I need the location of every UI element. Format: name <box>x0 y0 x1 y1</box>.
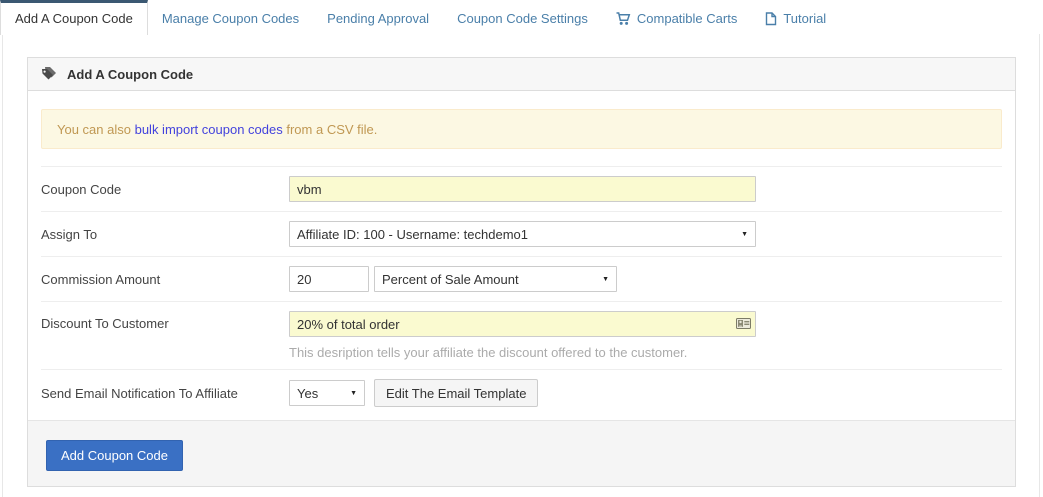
discount-input[interactable] <box>289 311 756 337</box>
commission-amount-label: Commission Amount <box>41 271 161 287</box>
coupon-tabbar: Add A Coupon Code Manage Coupon Codes Pe… <box>0 0 840 40</box>
discount-help-text: This desription tells your affiliate the… <box>289 345 688 360</box>
bulk-import-alert: You can also bulk import coupon codes fr… <box>41 109 1002 149</box>
assign-to-label: Assign To <box>41 226 98 242</box>
email-notify-label: Send Email Notification To Affiliate <box>41 385 238 401</box>
cart-icon <box>616 11 631 26</box>
commission-amount-row: Commission Amount Percent of Sale Amount… <box>41 257 1002 302</box>
commission-type-selected-value: Percent of Sale Amount <box>382 271 519 287</box>
panel-title: Add A Coupon Code <box>67 66 194 82</box>
tags-icon <box>40 65 59 83</box>
edit-email-template-button[interactable]: Edit The Email Template <box>374 379 539 407</box>
tab-tutorial[interactable]: Tutorial <box>751 0 840 37</box>
commission-type-select[interactable]: Percent of Sale Amount ▼ <box>374 266 617 292</box>
discount-row: Discount To Customer <box>41 302 1002 370</box>
tab-label: Tutorial <box>783 11 827 26</box>
alert-text-prefix: You can also <box>57 121 135 137</box>
tab-label: Manage Coupon Codes <box>161 11 300 26</box>
add-coupon-code-button[interactable]: Add Coupon Code <box>46 440 183 471</box>
chevron-down-icon: ▼ <box>741 230 748 238</box>
add-coupon-panel: Add A Coupon Code You can also bulk impo… <box>27 57 1016 487</box>
tab-label: Coupon Code Settings <box>457 11 588 26</box>
chevron-down-icon: ▼ <box>350 389 357 397</box>
assign-to-row: Assign To Affiliate ID: 100 - Username: … <box>41 212 1002 257</box>
email-notify-selected-value: Yes <box>297 385 319 401</box>
tab-manage-coupon-codes[interactable]: Manage Coupon Codes <box>148 0 313 37</box>
alert-text-suffix: from a CSV file. <box>282 121 378 137</box>
tab-pending-approval[interactable]: Pending Approval <box>313 0 443 37</box>
panel-header: Add A Coupon Code <box>28 58 1015 91</box>
assign-to-selected-value: Affiliate ID: 100 - Username: techdemo1 <box>297 226 528 242</box>
tab-label: Add A Coupon Code <box>15 11 133 26</box>
chevron-down-icon: ▼ <box>602 275 609 283</box>
tab-label: Compatible Carts <box>636 11 738 26</box>
coupon-code-label: Coupon Code <box>41 181 122 197</box>
tab-add-coupon-code[interactable]: Add A Coupon Code <box>0 0 148 35</box>
panel-footer: Add Coupon Code <box>28 420 1015 486</box>
file-icon <box>765 11 777 26</box>
discount-label: Discount To Customer <box>41 316 169 331</box>
email-notify-row: Send Email Notification To Affiliate Yes… <box>41 370 1002 416</box>
email-notify-select[interactable]: Yes ▼ <box>289 380 365 406</box>
coupon-code-input[interactable] <box>289 176 756 202</box>
coupon-code-row: Coupon Code <box>41 167 1002 212</box>
contact-card-icon <box>736 317 751 332</box>
bulk-import-link[interactable]: bulk import coupon codes <box>134 121 283 137</box>
commission-amount-input[interactable] <box>289 266 369 292</box>
tab-compatible-carts[interactable]: Compatible Carts <box>602 0 751 37</box>
tab-label: Pending Approval <box>327 11 430 26</box>
assign-to-select[interactable]: Affiliate ID: 100 - Username: techdemo1 … <box>289 221 756 247</box>
tab-coupon-code-settings[interactable]: Coupon Code Settings <box>443 0 602 37</box>
coupon-form: Coupon Code Assign To Affiliate ID: 100 … <box>41 166 1002 416</box>
